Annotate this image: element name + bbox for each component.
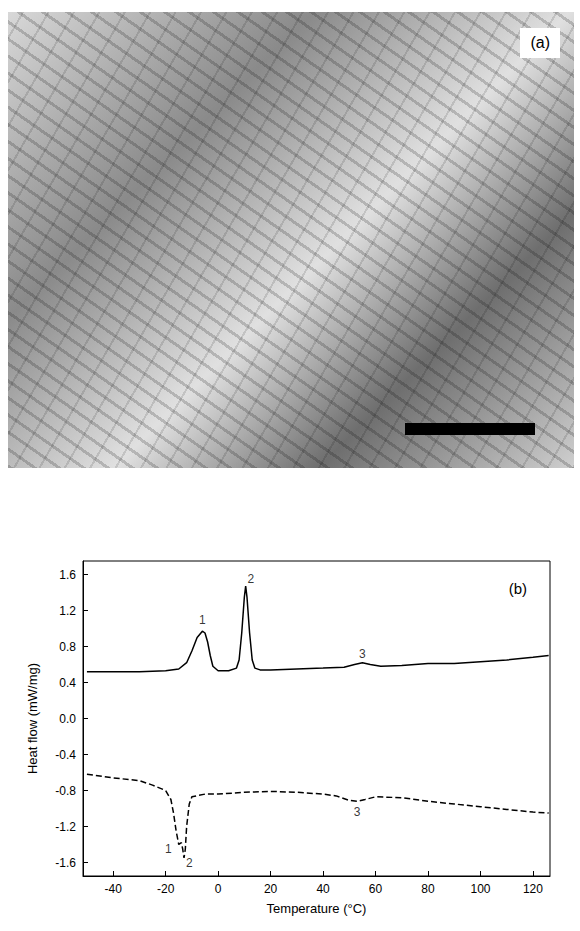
svg-text:80: 80 (421, 882, 435, 896)
svg-text:Temperature (°C): Temperature (°C) (267, 901, 367, 916)
svg-text:20: 20 (264, 882, 278, 896)
html-text:(a): (a) (530, 34, 550, 51)
svg-text:-1.6: -1.6 (55, 856, 76, 870)
svg-text:-1.2: -1.2 (55, 820, 76, 834)
svg-text:60: 60 (369, 882, 383, 896)
svg-text:2: 2 (248, 572, 255, 586)
svg-text:3: 3 (354, 805, 361, 819)
svg-text:1: 1 (199, 613, 206, 627)
svg-text:2: 2 (186, 856, 193, 870)
svg-text:-0.4: -0.4 (55, 748, 76, 762)
svg-text:0.4: 0.4 (59, 676, 76, 690)
svg-text:100: 100 (470, 882, 490, 896)
svg-text:3: 3 (359, 647, 366, 661)
svg-text:0.8: 0.8 (59, 640, 76, 654)
svg-text:1.6: 1.6 (59, 568, 76, 582)
svg-text:0: 0 (215, 882, 222, 896)
svg-text:1: 1 (165, 842, 172, 856)
svg-text:120: 120 (523, 882, 543, 896)
svg-text:(b): (b) (509, 580, 527, 597)
svg-text:40: 40 (316, 882, 330, 896)
svg-text:-0.8: -0.8 (55, 784, 76, 798)
svg-text:0.0: 0.0 (59, 712, 76, 726)
svg-text:1.2: 1.2 (59, 604, 76, 618)
svg-text:-20: -20 (157, 882, 175, 896)
svg-text:-40: -40 (104, 882, 122, 896)
svg-text:Heat flow (mW/mg): Heat flow (mW/mg) (25, 663, 40, 774)
